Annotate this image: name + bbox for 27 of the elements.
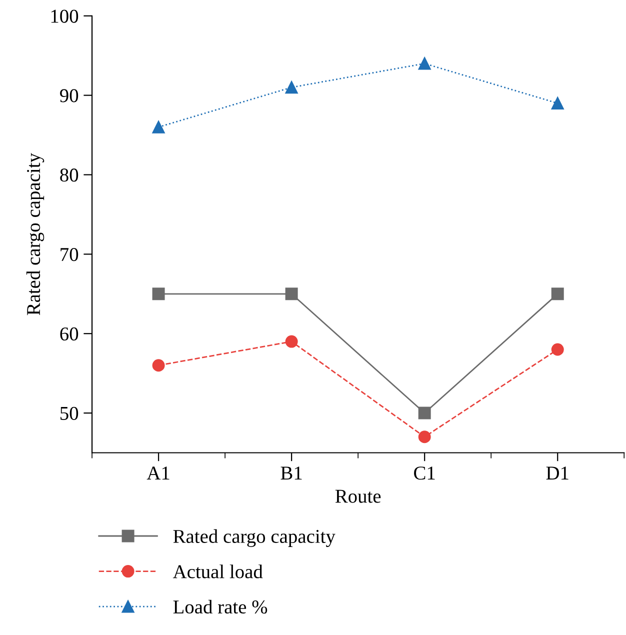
y-axis-title: Rated cargo capacity bbox=[26, 153, 44, 316]
y-tick-label: 60 bbox=[60, 327, 78, 341]
point bbox=[152, 359, 165, 372]
y-tick-label: 70 bbox=[60, 248, 78, 262]
point bbox=[418, 57, 431, 70]
point bbox=[285, 288, 298, 300]
point bbox=[551, 288, 564, 300]
x-tick-label: A1 bbox=[146, 466, 170, 480]
point bbox=[551, 97, 564, 110]
y-tick-label: 90 bbox=[60, 89, 78, 102]
legend-label: Load rate % bbox=[173, 600, 268, 614]
point bbox=[152, 288, 165, 300]
point bbox=[418, 430, 431, 444]
legend-label: Rated cargo capacity bbox=[173, 529, 336, 547]
x-tick-label: B1 bbox=[280, 466, 302, 480]
point bbox=[152, 120, 165, 134]
y-tick-label: 80 bbox=[60, 168, 78, 182]
point bbox=[285, 81, 298, 94]
x-axis-title: Route bbox=[335, 490, 381, 503]
point bbox=[285, 335, 298, 348]
y-tick-label: 50 bbox=[60, 406, 78, 420]
legend-label: Actual load bbox=[172, 564, 263, 578]
point bbox=[418, 406, 431, 420]
point bbox=[551, 343, 564, 356]
y-tick-label: 100 bbox=[51, 10, 78, 23]
x-tick-label: C1 bbox=[414, 466, 435, 480]
x-tick-label: D1 bbox=[546, 466, 568, 480]
